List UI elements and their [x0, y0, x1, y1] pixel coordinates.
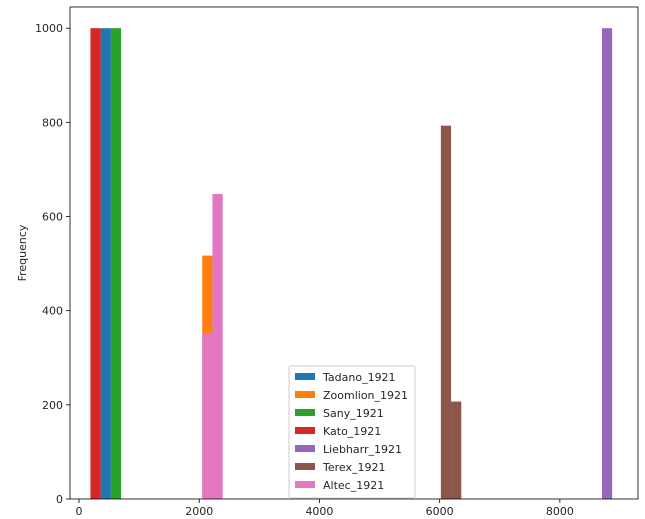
legend-swatch: [295, 445, 315, 452]
legend-label: Zoomlion_1921: [323, 389, 408, 402]
x-tick-label: 4000: [305, 505, 333, 518]
bar-Terex_1921-1: [451, 401, 462, 499]
legend-swatch: [295, 373, 315, 380]
y-tick-label: 1000: [35, 22, 63, 35]
legend-swatch: [295, 463, 315, 470]
bar-Liebharr_1921-0: [601, 28, 613, 499]
legend: Tadano_1921 Zoomlion_1921 Sany_1921 Kato_19…: [288, 365, 416, 499]
plot-frame: [69, 6, 639, 500]
x-tick-label: 0: [76, 505, 83, 518]
legend-label: Terex_1921: [322, 461, 385, 474]
legend-swatch: [295, 427, 315, 434]
y-axis: 0 200 400 600 800 1000: [35, 22, 70, 506]
bar-Tadano_1921-0: [100, 28, 111, 499]
y-tick-label: 800: [42, 116, 63, 129]
legend-label: Liebharr_1921: [323, 443, 402, 456]
bar-Altec_1921-0: [202, 333, 213, 499]
y-axis-label: Frequency: [16, 224, 29, 281]
bars-layer: [90, 28, 613, 500]
x-tick-label: 6000: [426, 505, 454, 518]
bar-Altec_1921-1: [212, 193, 223, 500]
y-tick-label: 600: [42, 211, 63, 224]
x-axis: 0 2000 4000 6000 8000: [76, 499, 574, 518]
legend-swatch: [295, 391, 315, 398]
legend-swatch: [295, 409, 315, 416]
legend-label: Altec_1921: [323, 479, 384, 492]
y-tick-label: 200: [42, 399, 63, 412]
x-tick-label: 8000: [546, 505, 574, 518]
legend-label: Tadano_1921: [322, 371, 396, 384]
bar-Terex_1921-0: [440, 125, 452, 500]
legend-swatch: [295, 481, 315, 488]
bar-Kato_1921-0: [90, 28, 101, 499]
bar-Sany_1921-0: [110, 28, 122, 499]
legend-label: Kato_1921: [323, 425, 381, 438]
x-tick-label: 2000: [185, 505, 213, 518]
y-tick-label: 400: [42, 305, 63, 318]
legend-box: [288, 365, 416, 499]
y-tick-label: 0: [56, 493, 63, 506]
legend-label: Sany_1921: [323, 407, 384, 420]
